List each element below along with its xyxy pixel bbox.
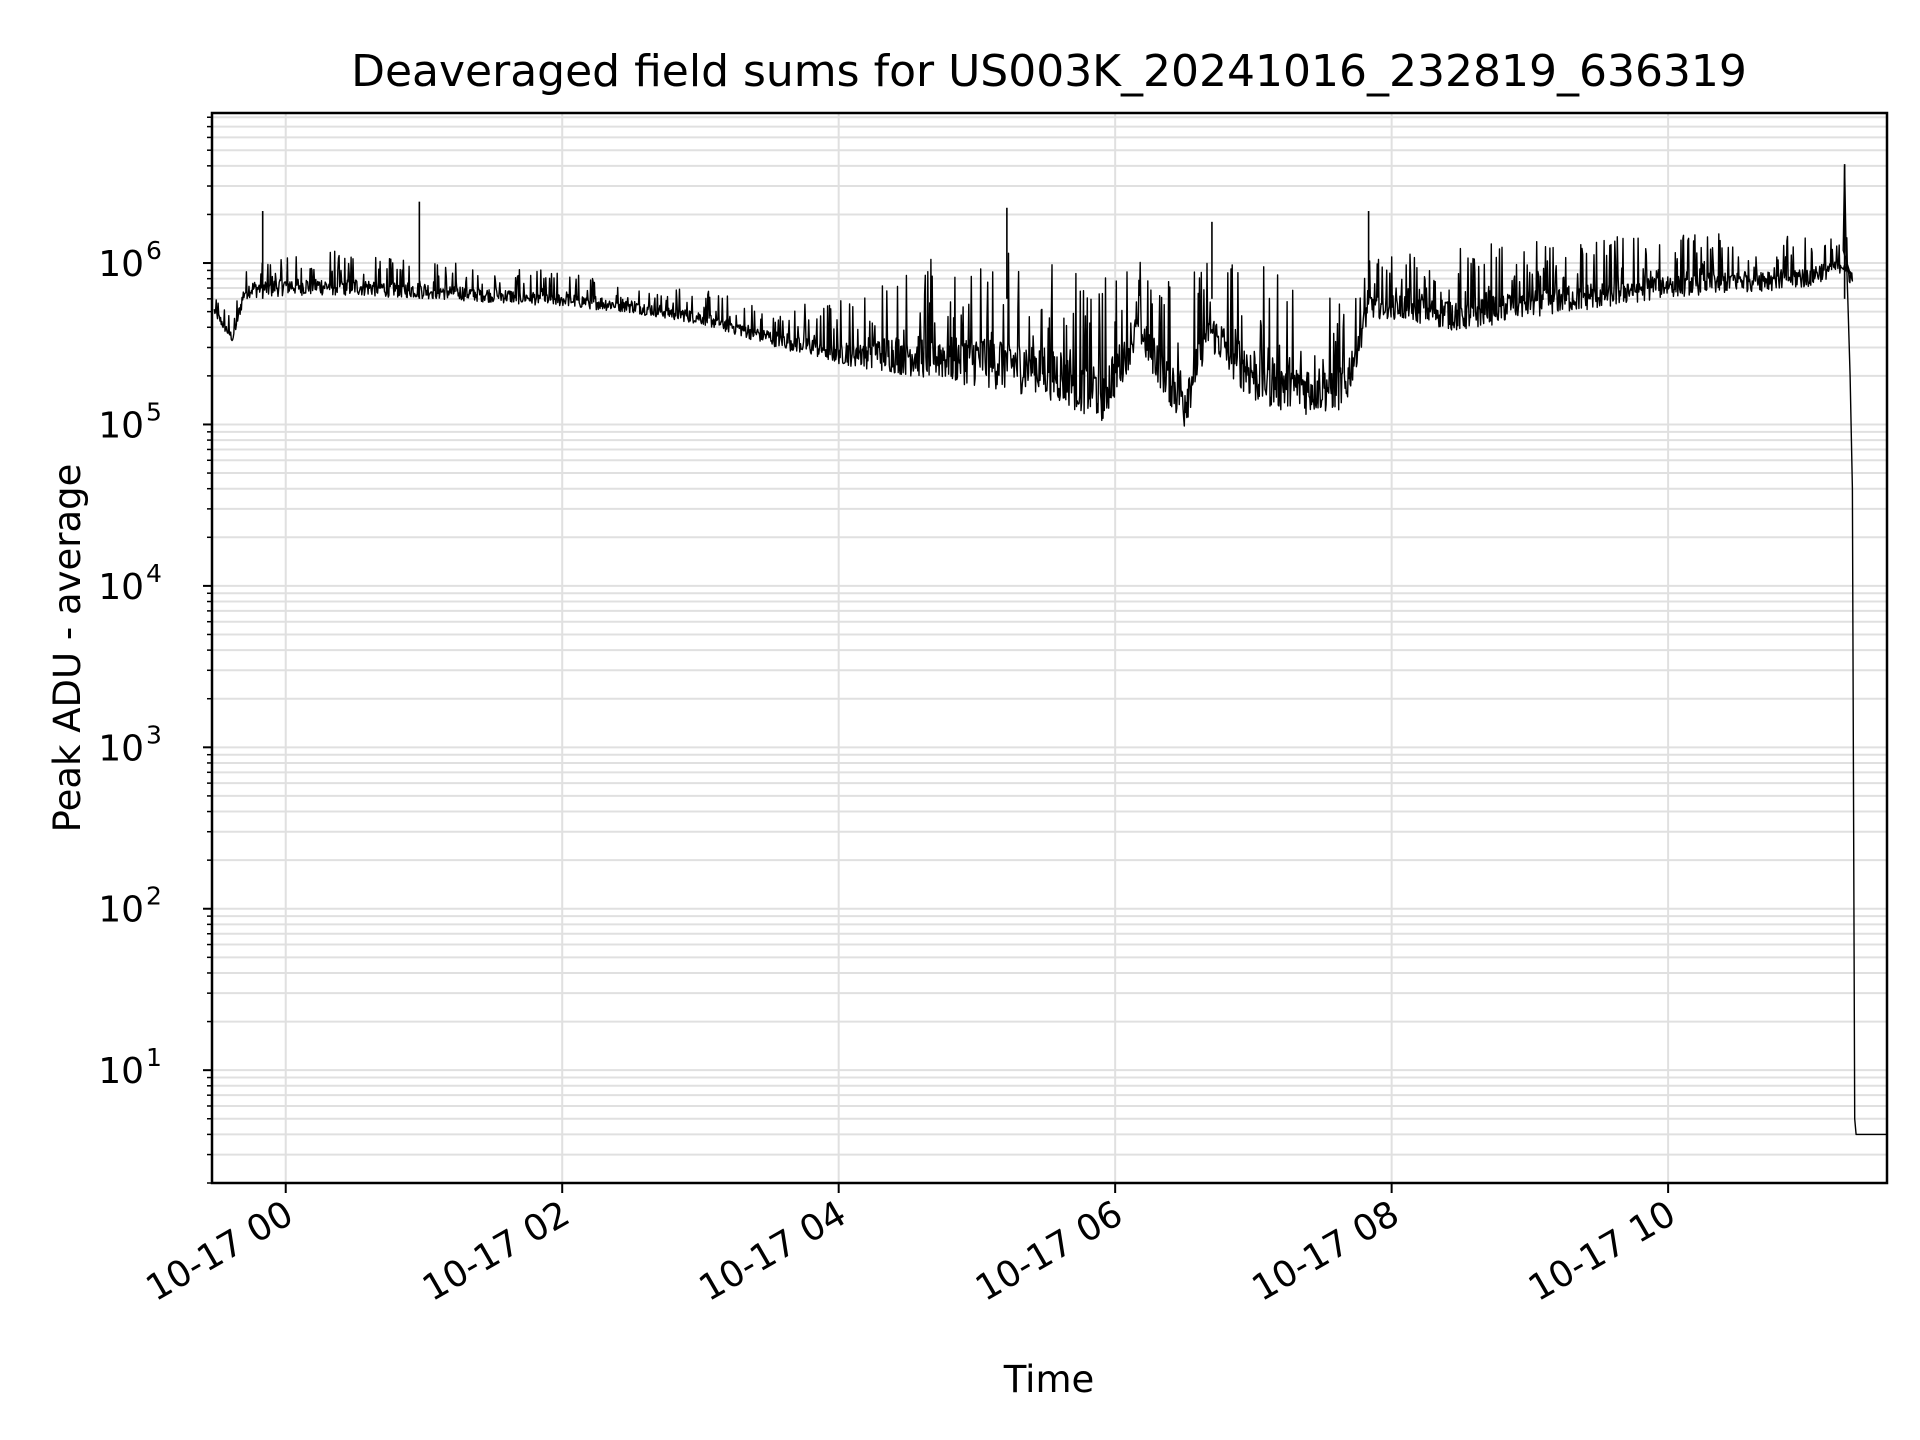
series-line bbox=[213, 165, 1887, 1136]
grid bbox=[212, 113, 1887, 1184]
y-tick-label: 10 bbox=[98, 405, 144, 446]
chart-title: Deaveraged field sums for US003K_2024101… bbox=[351, 46, 1747, 97]
y-tick-label: 10 bbox=[98, 1051, 144, 1092]
y-tick-exponent: 6 bbox=[146, 236, 162, 265]
y-tick-exponent: 5 bbox=[146, 397, 162, 426]
y-tick-exponent: 2 bbox=[146, 882, 162, 911]
plot-frame bbox=[210, 111, 1889, 1185]
y-tick-exponent: 3 bbox=[146, 720, 162, 749]
y-tick-label: 10 bbox=[98, 890, 144, 931]
y-tick-exponent: 1 bbox=[146, 1043, 162, 1072]
y-axis-label: Peak ADU - average bbox=[46, 464, 89, 833]
y-tick-label: 10 bbox=[98, 728, 144, 769]
y-tick-label: 10 bbox=[98, 244, 144, 285]
x-axis-label: Time bbox=[1003, 1358, 1095, 1401]
y-tick-label: 10 bbox=[98, 567, 144, 608]
y-tick-exponent: 4 bbox=[146, 559, 162, 588]
series-layer bbox=[213, 164, 1887, 1136]
